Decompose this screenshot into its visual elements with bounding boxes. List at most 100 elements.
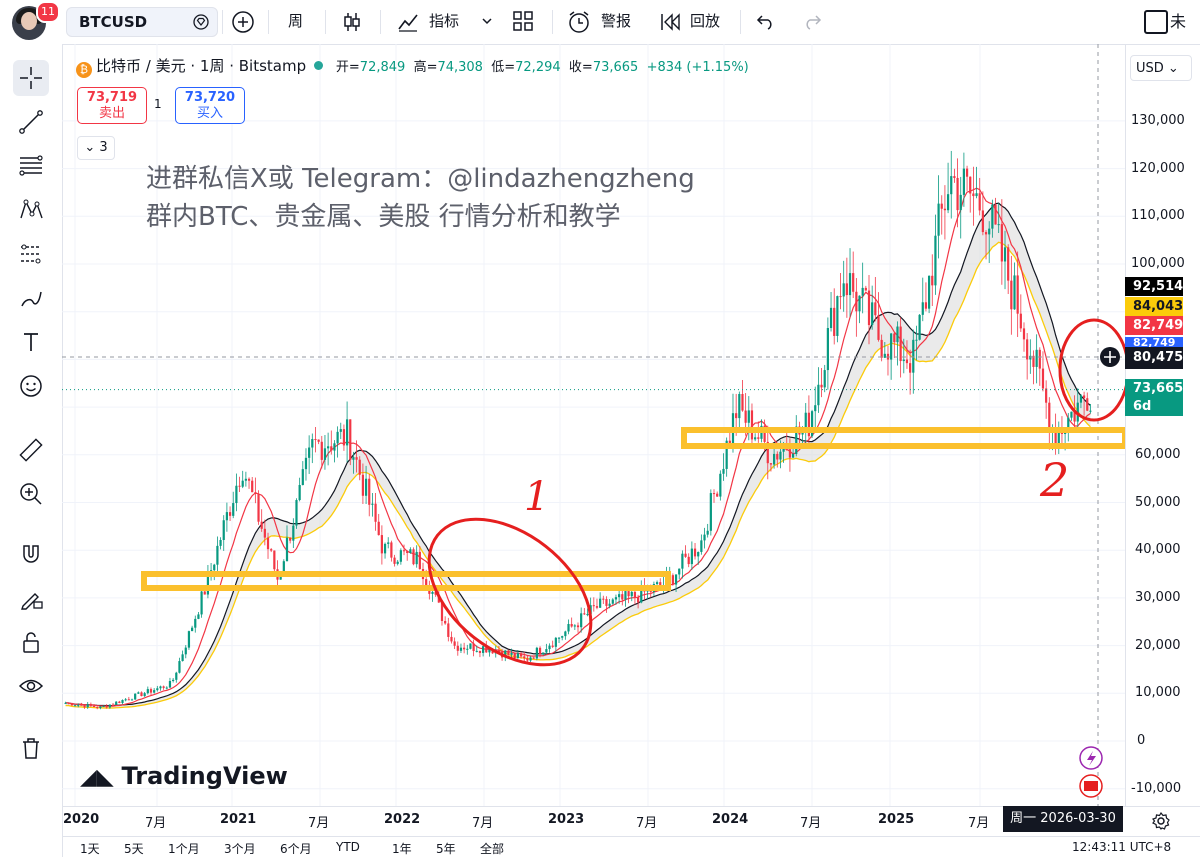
alarm-clock-icon[interactable] xyxy=(566,9,592,35)
magnet-icon[interactable] xyxy=(13,536,49,572)
emoji-icon[interactable] xyxy=(13,368,49,404)
price-axis[interactable]: USD ⌄ 130,000 120,000 110,000 100,000 60,000… xyxy=(1125,44,1200,806)
change-value: +834 (+1.15%) xyxy=(646,60,749,75)
candle-body xyxy=(327,446,330,449)
range-button[interactable]: 5年 xyxy=(436,842,456,856)
fib-retracement-icon[interactable] xyxy=(13,148,49,184)
undo-icon[interactable] xyxy=(756,12,776,30)
chevron-down-icon: ⌄ xyxy=(84,140,100,155)
candle-body xyxy=(333,443,336,451)
redo-icon[interactable] xyxy=(802,12,822,30)
candle-body xyxy=(374,503,377,522)
candle-body xyxy=(586,614,589,616)
candle-body xyxy=(497,650,501,653)
candle-body xyxy=(735,413,738,419)
zoom-in-icon[interactable] xyxy=(13,476,49,512)
candle-body xyxy=(459,647,463,651)
sell-button[interactable]: 73,719 卖出 xyxy=(77,87,147,124)
candle-body xyxy=(712,493,716,495)
add-symbol-icon[interactable] xyxy=(231,10,255,34)
candle-body xyxy=(950,176,953,195)
candle-body xyxy=(513,652,516,659)
eye-icon[interactable] xyxy=(13,668,49,704)
interval-button[interactable]: 周 xyxy=(288,12,304,30)
ema-red-line xyxy=(65,187,1091,707)
settings-gear-icon[interactable] xyxy=(1151,811,1171,831)
candle-body xyxy=(311,439,314,448)
candle-body xyxy=(728,440,731,445)
support-zone-2 xyxy=(681,427,1125,449)
plus-icon xyxy=(1104,351,1116,363)
candle-body xyxy=(266,537,270,550)
range-button[interactable]: 全部 xyxy=(480,842,505,856)
support-zone-1 xyxy=(141,571,671,591)
candle-body xyxy=(845,283,848,296)
candle-body xyxy=(627,591,630,597)
candle-body xyxy=(687,556,690,565)
candle-body xyxy=(92,705,96,708)
range-button[interactable]: 5天 xyxy=(124,842,144,856)
time-tick-label: 2020 xyxy=(63,812,100,827)
candle-body xyxy=(1057,431,1060,448)
symbol-search[interactable]: BTCUSD xyxy=(66,7,218,37)
candle-body xyxy=(981,210,984,233)
diamond-icon[interactable] xyxy=(193,14,209,30)
currency-select[interactable]: USD ⌄ xyxy=(1130,55,1192,81)
range-button[interactable]: 6个月 xyxy=(280,842,312,856)
unlock-icon[interactable] xyxy=(13,624,49,660)
candle-body xyxy=(725,440,728,469)
candle-body xyxy=(143,693,146,697)
candle-body xyxy=(690,548,693,565)
fullscreen-icon[interactable] xyxy=(1144,10,1168,34)
text-icon[interactable] xyxy=(13,324,49,360)
range-button[interactable]: 1年 xyxy=(392,842,412,856)
indicators-collapse-button[interactable]: ⌄ 3 xyxy=(77,136,115,160)
candle-body xyxy=(538,647,542,655)
candles-icon[interactable] xyxy=(340,10,364,34)
candle-body xyxy=(972,193,975,197)
lock-drawing-icon[interactable] xyxy=(13,580,49,616)
candle-body xyxy=(1010,280,1013,310)
trend-line-icon[interactable] xyxy=(13,104,49,140)
crosshair-icon[interactable] xyxy=(13,60,49,96)
candle-body xyxy=(453,641,456,646)
save-label-cut[interactable]: 未 xyxy=(1170,12,1187,31)
projection-icon[interactable] xyxy=(13,236,49,272)
candle-body xyxy=(817,384,820,406)
indicators-icon[interactable] xyxy=(396,10,420,34)
candle-body xyxy=(355,457,358,460)
trash-icon[interactable] xyxy=(13,730,49,766)
candle-body xyxy=(330,446,333,451)
replay-button[interactable]: 回放 xyxy=(690,12,721,30)
indicators-button[interactable]: 指标 xyxy=(429,12,460,30)
candle-body xyxy=(940,203,943,209)
replay-icon[interactable] xyxy=(658,11,682,33)
brush-icon[interactable] xyxy=(13,280,49,316)
layouts-icon[interactable] xyxy=(512,10,534,32)
candle-body xyxy=(918,314,921,340)
candle-body xyxy=(621,594,624,600)
candle-body xyxy=(507,650,510,655)
range-button[interactable]: 1天 xyxy=(80,842,100,856)
candle-body xyxy=(257,493,260,522)
candle-body xyxy=(1064,432,1067,434)
buy-button[interactable]: 73,720 买入 xyxy=(175,87,245,124)
range-button[interactable]: 3个月 xyxy=(224,842,256,856)
range-button[interactable]: YTD xyxy=(336,840,360,854)
range-button[interactable]: 1个月 xyxy=(168,842,200,856)
time-axis[interactable]: 2020 7月 2021 7月 2022 7月 2023 7月 2024 7月 2025 7月 xyxy=(62,806,1200,837)
time-tick-label: 2024 xyxy=(712,812,749,827)
legend-title[interactable]: 比特币 / 美元 · 1周 · Bitstamp xyxy=(96,57,307,75)
candle-body xyxy=(482,646,485,653)
candle-body xyxy=(633,591,637,598)
clock-label[interactable]: 12:43:11 UTC+8 xyxy=(1072,840,1172,854)
candle-body xyxy=(602,598,605,600)
candle-body xyxy=(795,426,798,454)
annotation-ellipse-1 xyxy=(427,517,593,667)
candle-body xyxy=(197,614,200,619)
ruler-icon[interactable] xyxy=(13,432,49,468)
alert-button[interactable]: 警报 xyxy=(601,12,632,30)
chevron-down-icon[interactable] xyxy=(480,14,494,28)
pattern-icon[interactable] xyxy=(13,192,49,228)
